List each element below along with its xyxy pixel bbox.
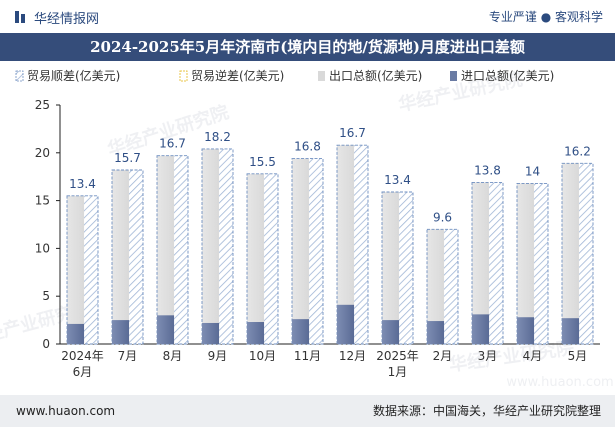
tagline: 专业严谨 ● 客观科学	[488, 10, 603, 24]
x-tick-label: 1月	[388, 365, 408, 379]
legend-swatch-surplus	[15, 70, 24, 82]
data-label: 13.4	[69, 177, 96, 191]
chart: 华经产业研究院华经产业研究院华经产业研究院华经产业研究院www.huaon.co…	[0, 68, 614, 390]
legend-label-3: 进口总额(亿美元)	[461, 68, 554, 83]
bar-surplus	[264, 173, 278, 344]
y-tick-label: 10	[35, 241, 50, 255]
bar-import	[292, 319, 310, 344]
x-tick-label: 2025年	[376, 349, 419, 363]
x-tick-label: 8月	[163, 349, 183, 363]
bar-import	[202, 322, 220, 344]
data-label: 15.7	[114, 151, 141, 165]
bar-import	[382, 320, 400, 344]
data-label: 15.5	[249, 155, 276, 169]
bar-import	[562, 318, 580, 344]
bar-surplus	[399, 191, 413, 344]
x-tick-label: 2024年	[61, 349, 104, 363]
x-tick-label: 5月	[568, 349, 588, 363]
bar-surplus	[534, 183, 548, 344]
bar-import	[472, 314, 490, 344]
bar-import	[427, 321, 445, 344]
data-label: 16.8	[294, 140, 321, 154]
bar-import	[67, 323, 85, 344]
bar-surplus	[579, 163, 593, 344]
y-tick-label: 0	[42, 337, 50, 351]
bar-surplus	[354, 145, 368, 344]
bar-surplus	[219, 148, 233, 344]
y-tick-label: 5	[42, 289, 50, 303]
bar-surplus	[309, 158, 323, 344]
title-bar: 2024-2025年5月年济南市(境内目的地/货源地)月度进出口差额	[0, 33, 615, 61]
bar-surplus-outline	[426, 228, 459, 345]
legend-swatch-deficit	[179, 70, 188, 82]
bar-surplus	[129, 170, 143, 344]
bar-import	[247, 322, 265, 344]
brand-logo-icon	[15, 11, 25, 23]
bar-surplus	[489, 182, 503, 344]
x-tick-label: 12月	[339, 349, 366, 363]
x-tick-label: 3月	[478, 349, 498, 363]
x-tick-label: 9月	[208, 349, 228, 363]
legend-label-1: 贸易逆差(亿美元)	[191, 68, 284, 83]
x-tick-label: 7月	[118, 349, 138, 363]
data-label: 16.7	[339, 126, 366, 140]
data-label: 16.7	[159, 137, 186, 151]
y-tick-label: 25	[35, 98, 50, 112]
bar-import	[157, 315, 175, 344]
legend-label-2: 出口总额(亿美元)	[329, 68, 422, 83]
x-tick-label: 10月	[249, 349, 276, 363]
y-tick-label: 20	[35, 146, 50, 160]
bar-surplus	[174, 155, 188, 344]
watermark-url: www.huaon.com	[506, 375, 613, 390]
legend-swatch-export	[318, 71, 325, 81]
data-source: 数据来源：中国海关，华经产业研究院整理	[372, 404, 601, 418]
x-tick-label: 4月	[523, 349, 543, 363]
y-tick-label: 15	[35, 194, 50, 208]
header: 华经情报网 专业严谨 ● 客观科学	[0, 0, 615, 33]
x-tick-label: 6月	[73, 365, 93, 379]
bar-import	[112, 320, 130, 344]
brand-name: 华经情报网	[34, 11, 100, 27]
legend-swatch-import	[450, 71, 457, 81]
data-label: 13.8	[474, 163, 501, 177]
data-label: 9.6	[433, 210, 452, 224]
data-label: 14	[525, 164, 540, 178]
bar-surplus	[444, 229, 458, 344]
footer-url[interactable]: www.huaon.com	[16, 404, 116, 418]
footer: www.huaon.com 数据来源：中国海关，华经产业研究院整理	[0, 395, 615, 427]
bar-import	[517, 317, 535, 344]
bar-surplus-outline	[201, 148, 234, 345]
brand: 华经情报网	[14, 8, 100, 27]
data-label: 18.2	[204, 130, 231, 144]
bar-surplus-outline	[111, 169, 144, 345]
legend-label-0: 贸易顺差(亿美元)	[27, 68, 120, 83]
bar-import	[337, 304, 355, 344]
watermark-2: 华经产业研究院	[448, 337, 576, 376]
data-label: 13.4	[384, 173, 411, 187]
bar-surplus	[84, 195, 98, 344]
x-tick-label: 2月	[433, 349, 453, 363]
chart-title: 2024-2025年5月年济南市(境内目的地/货源地)月度进出口差额	[90, 38, 525, 56]
x-tick-label: 11月	[294, 349, 321, 363]
data-label: 16.2	[564, 144, 591, 158]
